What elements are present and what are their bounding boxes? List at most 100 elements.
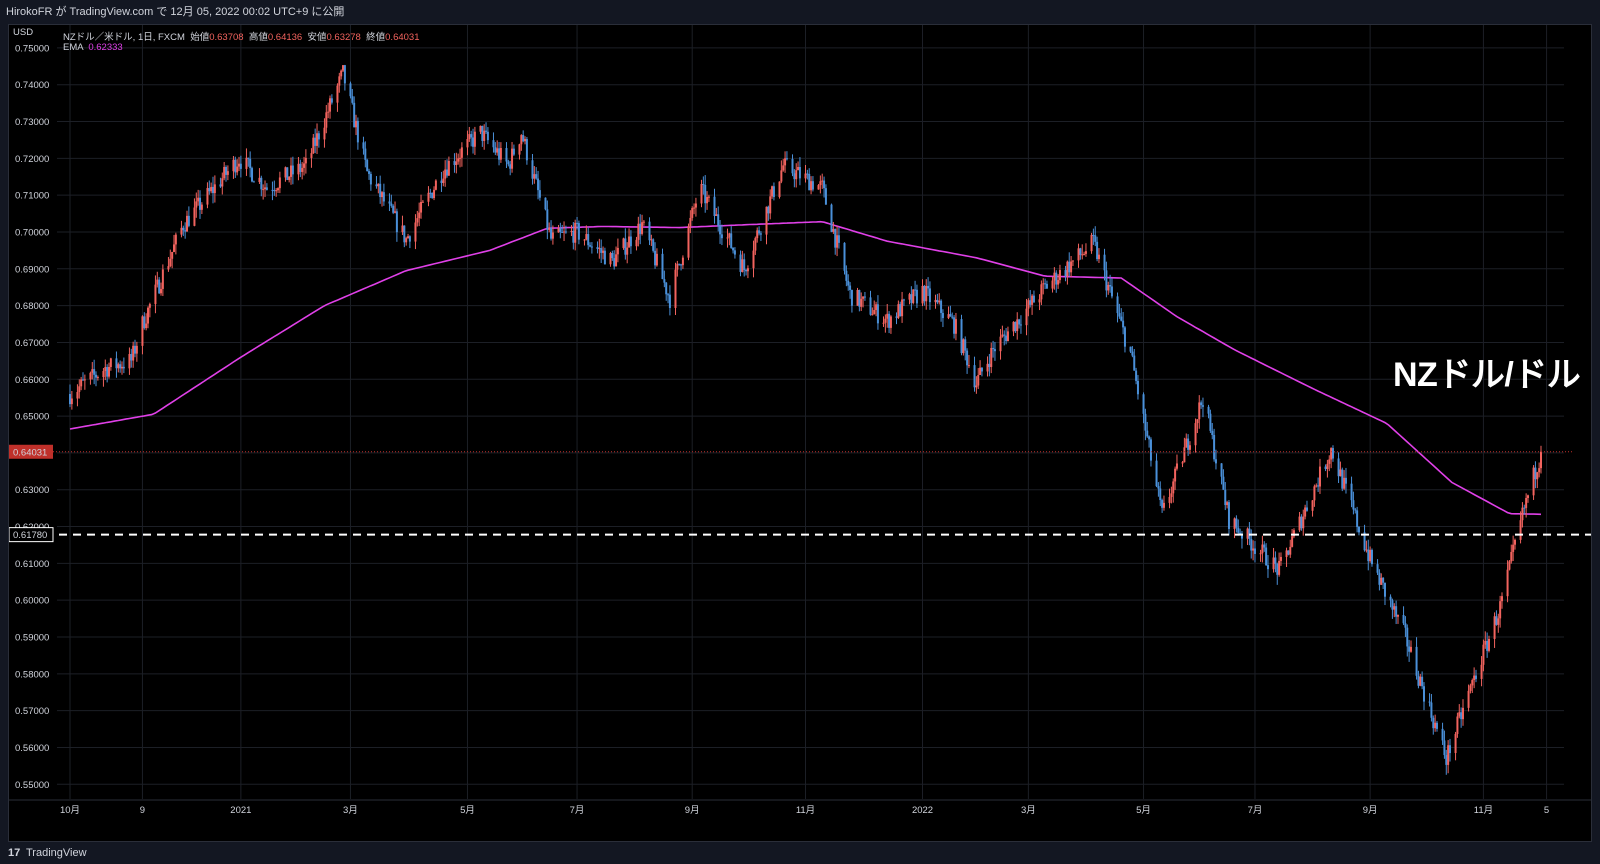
candle xyxy=(860,292,863,312)
candle xyxy=(928,281,931,310)
candle xyxy=(486,127,489,145)
candle xyxy=(323,118,326,148)
candle xyxy=(546,200,549,240)
candle xyxy=(1070,255,1073,278)
candle xyxy=(355,114,358,136)
candle xyxy=(824,184,827,205)
candle xyxy=(265,183,268,191)
candle xyxy=(733,247,736,259)
candle xyxy=(330,94,333,105)
candle xyxy=(1536,471,1539,489)
candle xyxy=(954,312,957,341)
candle xyxy=(109,357,112,371)
candle xyxy=(186,210,189,232)
candle xyxy=(1044,278,1047,290)
candle xyxy=(1469,683,1472,694)
candle xyxy=(338,72,341,93)
candle xyxy=(1148,435,1151,448)
candle xyxy=(260,175,263,197)
candle xyxy=(1081,244,1084,260)
symbol-legend[interactable]: NZドル／米ドル, 1日, FXCM 始値0.63708 高値0.64136 安… xyxy=(63,29,419,43)
candle xyxy=(329,95,332,119)
candle xyxy=(167,256,170,272)
candle xyxy=(1161,498,1164,513)
candle xyxy=(494,142,497,156)
candle xyxy=(492,132,495,153)
candle xyxy=(160,282,163,296)
candle xyxy=(234,156,237,178)
candle xyxy=(195,192,198,218)
candle xyxy=(899,301,902,317)
price-chart[interactable]: 0.75000 0.74000 0.73000 0.72000 0.71000 0.700… xyxy=(9,25,1591,841)
candle xyxy=(1209,409,1212,433)
candle xyxy=(1495,610,1498,626)
candle xyxy=(694,197,697,217)
candle xyxy=(1493,612,1496,648)
candle xyxy=(1513,538,1516,550)
x-tick-label: 7月 xyxy=(570,805,585,816)
y-tick-label: 0.56000 xyxy=(15,743,49,754)
candle xyxy=(667,292,670,304)
candle xyxy=(1272,547,1275,573)
candle xyxy=(511,142,514,173)
candle xyxy=(590,242,593,254)
candle xyxy=(1266,555,1269,578)
candle xyxy=(1131,346,1134,358)
candle xyxy=(600,239,603,264)
time-axis[interactable]: 10月 9 2021 3月 5月 7月 9月 11月 2022 3月 5月 7月 9月 11月 5 xyxy=(9,799,1591,816)
candle xyxy=(962,338,965,356)
candle xyxy=(570,225,573,237)
candle xyxy=(992,340,995,358)
price-axis[interactable]: 0.75000 0.74000 0.73000 0.72000 0.71000 0.700… xyxy=(9,43,54,791)
candle xyxy=(888,311,891,334)
candle xyxy=(225,165,228,182)
candle xyxy=(845,265,848,287)
low-label: 安値 xyxy=(307,32,327,43)
candle xyxy=(479,125,482,135)
ema-legend[interactable]: EMA 0.62333 xyxy=(63,42,123,53)
candle xyxy=(1109,274,1112,293)
candle xyxy=(741,250,744,273)
chart-annotation-title: NZドル/ドル xyxy=(1393,356,1581,394)
candle xyxy=(1339,461,1342,477)
candle xyxy=(1265,543,1268,566)
candle xyxy=(795,163,798,188)
candle xyxy=(780,160,783,184)
x-tick-label: 11月 xyxy=(1474,805,1493,816)
candle xyxy=(668,285,671,316)
candle xyxy=(1014,321,1017,333)
candle xyxy=(392,204,395,215)
candle xyxy=(564,225,567,234)
candle xyxy=(1196,419,1199,434)
chart-frame[interactable]: 0.75000 0.74000 0.73000 0.72000 0.71000 0.700… xyxy=(8,24,1592,842)
candle xyxy=(1380,573,1383,585)
candle xyxy=(1417,670,1420,689)
candle xyxy=(405,236,408,246)
candle xyxy=(583,239,586,246)
y-tick-label: 0.68000 xyxy=(15,301,49,312)
footer-bar: 17 TradingView xyxy=(0,842,1600,864)
candle xyxy=(1313,484,1316,507)
candle xyxy=(897,300,900,320)
candle xyxy=(130,348,133,368)
x-tick-label: 2021 xyxy=(230,805,251,816)
candle xyxy=(702,176,705,195)
candle xyxy=(1248,522,1251,546)
candle xyxy=(1135,367,1138,385)
candle xyxy=(1084,243,1087,257)
candle xyxy=(312,133,315,154)
candle xyxy=(446,159,449,178)
candle xyxy=(1097,248,1100,264)
candle xyxy=(778,181,781,199)
candle xyxy=(1224,482,1227,511)
candle xyxy=(1122,312,1125,335)
y-tick-label: 0.72000 xyxy=(15,154,49,165)
candle xyxy=(1092,228,1095,245)
candle xyxy=(559,222,562,239)
candle xyxy=(1532,465,1535,500)
candle xyxy=(832,221,835,234)
candle xyxy=(134,339,137,358)
candle xyxy=(1525,493,1528,518)
candle xyxy=(154,275,157,314)
candle xyxy=(823,176,826,198)
